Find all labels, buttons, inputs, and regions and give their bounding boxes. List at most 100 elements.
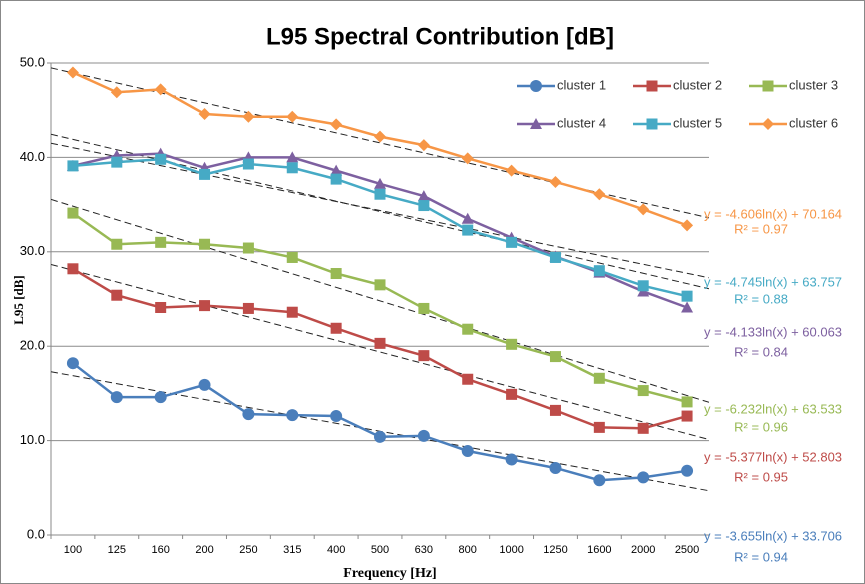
trendline-r2: R² = 0.96 — [734, 419, 788, 434]
x-tick-label: 1250 — [543, 544, 567, 556]
data-point — [418, 350, 430, 362]
data-point — [154, 83, 167, 96]
data-point — [462, 224, 474, 236]
data-point — [417, 139, 430, 152]
data-point — [154, 391, 167, 404]
trendline — [51, 142, 709, 279]
x-tick-label: 2000 — [631, 544, 655, 556]
x-tick-label: 160 — [151, 544, 169, 556]
data-point — [155, 153, 167, 165]
trendline-r2: R² = 0.88 — [734, 291, 788, 306]
data-point — [67, 207, 79, 219]
data-point — [198, 378, 211, 391]
data-point — [242, 158, 254, 170]
data-point — [549, 461, 562, 474]
trendline-equation: y = -4.133ln(x) + 60.063 — [704, 324, 842, 339]
data-point — [242, 302, 254, 314]
data-point — [461, 212, 474, 224]
data-point — [593, 421, 605, 433]
x-tick-label: 100 — [64, 544, 82, 556]
data-point — [637, 422, 649, 434]
data-point — [330, 173, 342, 185]
data-point — [111, 289, 123, 301]
data-point — [66, 66, 79, 79]
data-point — [374, 337, 386, 349]
data-point — [374, 430, 386, 443]
y-tick-label: 50.0 — [20, 54, 45, 69]
data-point — [637, 471, 650, 484]
y-tick-label: 0.0 — [27, 526, 45, 541]
data-point — [330, 164, 343, 176]
data-point — [461, 444, 474, 457]
data-point — [199, 238, 211, 250]
data-point — [681, 396, 693, 408]
data-point — [330, 118, 343, 131]
x-tick-label: 200 — [195, 544, 213, 556]
data-point — [593, 372, 605, 384]
data-point — [199, 300, 211, 312]
data-point — [506, 236, 518, 248]
data-point — [417, 429, 430, 442]
data-point — [330, 268, 342, 280]
data-point — [67, 160, 79, 172]
x-tick-label: 250 — [239, 544, 257, 556]
legend-label: cluster 2 — [673, 77, 722, 92]
data-point — [506, 388, 518, 400]
data-point — [242, 408, 255, 421]
chart-title: L95 Spectral Contribution [dB] — [266, 23, 614, 50]
data-point — [549, 351, 561, 363]
x-tick-label: 500 — [371, 544, 389, 556]
data-point — [374, 279, 386, 291]
data-point — [681, 464, 694, 477]
data-point — [462, 373, 474, 385]
legend-marker — [762, 118, 774, 130]
trendline-equation: y = -6.232ln(x) + 63.533 — [704, 401, 842, 416]
data-point — [111, 156, 123, 168]
legend-label: cluster 3 — [789, 77, 838, 92]
data-point — [374, 177, 386, 189]
legend-marker — [530, 118, 542, 129]
x-tick-label: 2500 — [675, 544, 699, 556]
trendline-r2: R² = 0.95 — [734, 469, 788, 484]
data-point — [637, 203, 650, 216]
legend-label: cluster 6 — [789, 115, 838, 130]
data-point — [462, 323, 474, 335]
data-point — [549, 404, 561, 416]
data-point — [417, 190, 430, 202]
data-point — [286, 306, 298, 318]
data-point — [681, 219, 694, 232]
data-point — [505, 164, 518, 177]
data-point — [330, 410, 343, 423]
data-point — [637, 385, 649, 397]
x-axis-label: Frequency [Hz] — [343, 566, 436, 581]
legend-label: cluster 5 — [673, 115, 722, 130]
data-point — [199, 168, 211, 180]
data-point — [155, 301, 167, 313]
legend-label: cluster 4 — [557, 115, 606, 130]
data-point — [286, 162, 298, 174]
data-point — [461, 152, 474, 165]
legend-marker — [646, 80, 658, 92]
data-point — [374, 130, 386, 143]
data-point — [242, 110, 255, 123]
trendline-equation: y = -4.606ln(x) + 70.164 — [704, 206, 842, 221]
trendline — [51, 263, 709, 440]
data-point — [681, 410, 693, 422]
data-point — [242, 242, 254, 254]
data-point — [155, 236, 167, 248]
data-point — [286, 151, 299, 163]
trendline-equation: y = -5.377ln(x) + 52.803 — [704, 449, 842, 464]
y-axis-label: L95 [dB] — [11, 275, 26, 324]
data-point — [637, 280, 649, 292]
data-point — [66, 357, 79, 370]
data-point — [111, 238, 123, 250]
data-point — [593, 265, 605, 277]
data-point — [418, 200, 430, 212]
data-point — [418, 302, 430, 314]
legend-marker — [762, 80, 774, 92]
data-point — [549, 251, 561, 263]
x-tick-label: 800 — [459, 544, 477, 556]
legend-marker — [646, 118, 658, 130]
legend-marker — [530, 80, 542, 92]
